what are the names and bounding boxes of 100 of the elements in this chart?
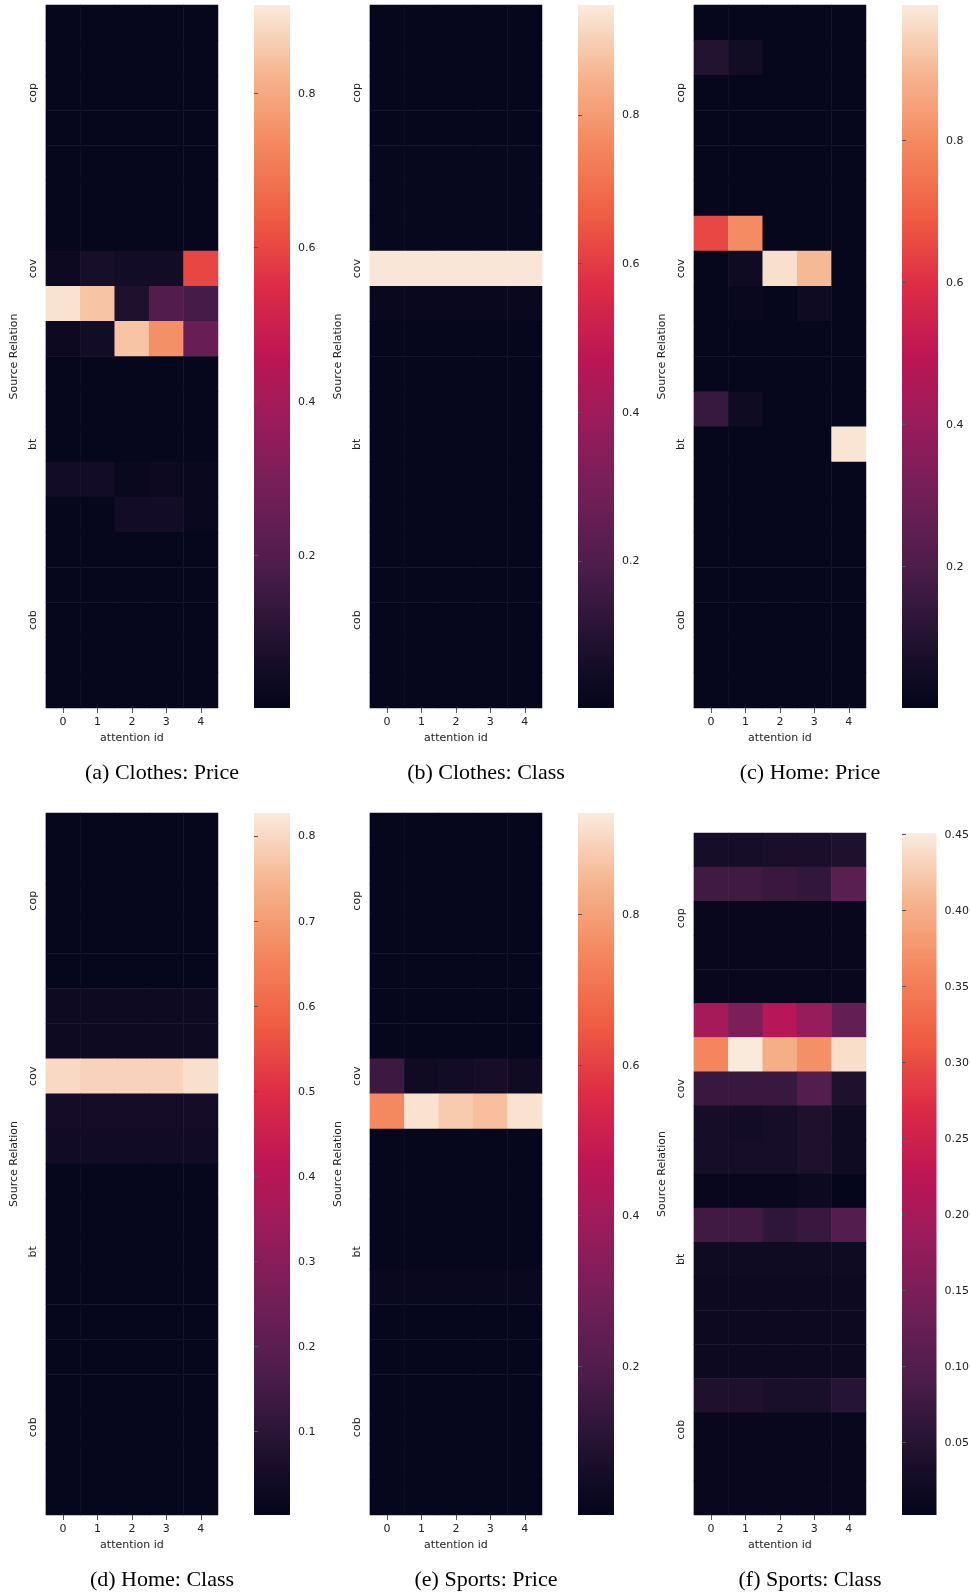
color-bar-label: 0.5	[298, 1084, 316, 1098]
x-tick-label: 4	[521, 715, 529, 728]
y-tick-label: cov	[349, 1066, 363, 1086]
color-bar-label: 0.6	[298, 241, 316, 255]
y-tick-label: bt	[25, 438, 39, 451]
color-bar-label: 0.8	[622, 108, 640, 122]
x-tick-label: 4	[845, 1522, 853, 1535]
color-bar-label: 0.8	[298, 829, 316, 843]
x-axis-title: attention id	[748, 1537, 812, 1551]
text: (f) Sports: Class	[738, 1565, 882, 1591]
color-bar-label: 0.40	[944, 903, 970, 917]
y-axis-title: Source Relation	[7, 1120, 20, 1208]
x-tick-label: 4	[521, 1522, 529, 1535]
color-bar-label: 0.2	[622, 554, 640, 568]
x-tick-label: 2	[452, 1522, 460, 1535]
y-axis-title: Source Relation	[7, 313, 20, 400]
color-bar-label: 0.6	[622, 257, 640, 271]
x-tick-label: 1	[418, 1522, 426, 1535]
color-bar-label: 0.8	[946, 133, 964, 147]
x-tick-label: 4	[845, 715, 853, 728]
x-tick-label: 3	[486, 1522, 494, 1535]
y-tick-label: bt	[349, 1245, 363, 1258]
color-bar-label: 0.8	[298, 87, 316, 101]
color-bar-label: 0.7	[298, 914, 316, 928]
y-tick-label: cop	[673, 82, 687, 103]
y-axis-title: Source Relation	[331, 1120, 344, 1208]
x-tick-label: 0	[383, 1522, 391, 1535]
color-bar-label: 0.6	[622, 1058, 640, 1072]
y-tick-label: cop	[349, 890, 363, 911]
color-bar-label: 0.3	[298, 1254, 316, 1268]
text: (e) Sports: Price	[414, 1565, 558, 1591]
x-tick-label: 0	[707, 1522, 715, 1535]
y-tick-label: cov	[673, 258, 687, 279]
x-tick-label: 0	[59, 715, 67, 728]
y-tick-label: cob	[349, 1417, 363, 1438]
y-tick-label: cov	[25, 258, 39, 279]
color-bar-label: 0.20	[944, 1207, 970, 1221]
y-tick-label: cov	[673, 1078, 687, 1099]
x-tick-label: 3	[810, 715, 818, 728]
x-tick-label: 3	[810, 1522, 818, 1535]
y-tick-label: cop	[673, 908, 687, 929]
x-axis-title: attention id	[424, 1537, 488, 1551]
text: (b) Clothes: Class	[407, 758, 565, 784]
x-axis-title: attention id	[748, 730, 812, 744]
x-tick-label: 0	[707, 715, 715, 728]
color-bar-label: 0.10	[944, 1359, 970, 1373]
y-tick-label: cob	[25, 610, 39, 631]
color-bar-label: 0.30	[944, 1055, 970, 1069]
y-tick-label: cop	[25, 82, 39, 103]
x-axis-title: attention id	[424, 730, 488, 744]
x-tick-label: 4	[197, 715, 205, 728]
color-bar-label: 0.8	[622, 908, 640, 922]
y-tick-label: bt	[673, 438, 687, 451]
color-bar-label: 0.1	[298, 1425, 316, 1439]
text: (a) Clothes: Price	[85, 758, 239, 784]
y-tick-label: bt	[25, 1245, 39, 1258]
x-tick-label: 2	[452, 715, 460, 728]
x-tick-label: 2	[776, 715, 784, 728]
y-tick-label: cop	[349, 82, 363, 103]
y-tick-label: cob	[673, 610, 687, 631]
y-axis-title: Source Relation	[655, 1130, 668, 1218]
color-bar-label: 0.45	[944, 828, 970, 842]
x-tick-label: 3	[162, 715, 170, 728]
x-tick-label: 4	[197, 1522, 205, 1535]
x-tick-label: 1	[94, 1522, 102, 1535]
color-bar-label: 0.2	[298, 549, 316, 563]
x-tick-label: 3	[162, 1522, 170, 1535]
color-bar-label: 0.4	[622, 405, 640, 419]
y-axis-title: Source Relation	[655, 313, 668, 400]
x-tick-label: 1	[742, 715, 750, 728]
y-tick-label: cob	[25, 1417, 39, 1438]
y-tick-label: cob	[673, 1419, 687, 1440]
color-bar-label: 0.4	[946, 417, 964, 431]
y-tick-label: cop	[25, 890, 39, 911]
y-axis-title: Source Relation	[331, 313, 344, 400]
text: (c) Home: Price	[739, 758, 881, 784]
color-bar-label: 0.05	[944, 1435, 970, 1449]
x-tick-label: 2	[128, 715, 136, 728]
color-bar-label: 0.2	[946, 560, 964, 574]
color-bar-label: 0.2	[622, 1359, 640, 1373]
y-tick-label: bt	[673, 1252, 687, 1265]
x-tick-label: 3	[486, 715, 494, 728]
y-tick-label: cov	[25, 1066, 39, 1086]
x-tick-label: 1	[94, 715, 102, 728]
x-tick-label: 2	[776, 1522, 784, 1535]
y-tick-label: bt	[349, 438, 363, 451]
color-bar-label: 0.6	[946, 275, 964, 289]
x-axis-title: attention id	[100, 1537, 164, 1551]
text: (d) Home: Class	[89, 1565, 235, 1591]
x-axis-title: attention id	[100, 730, 164, 744]
x-tick-label: 1	[418, 715, 426, 728]
color-bar-label: 0.35	[944, 979, 970, 993]
y-tick-label: cov	[349, 258, 363, 279]
color-bar-label: 0.25	[944, 1131, 970, 1145]
x-tick-label: 2	[128, 1522, 136, 1535]
color-bar-label: 0.4	[622, 1209, 640, 1223]
x-tick-label: 0	[383, 715, 391, 728]
color-bar-label: 0.15	[944, 1283, 970, 1297]
color-bar-label: 0.6	[298, 999, 316, 1013]
y-tick-label: cob	[349, 610, 363, 631]
